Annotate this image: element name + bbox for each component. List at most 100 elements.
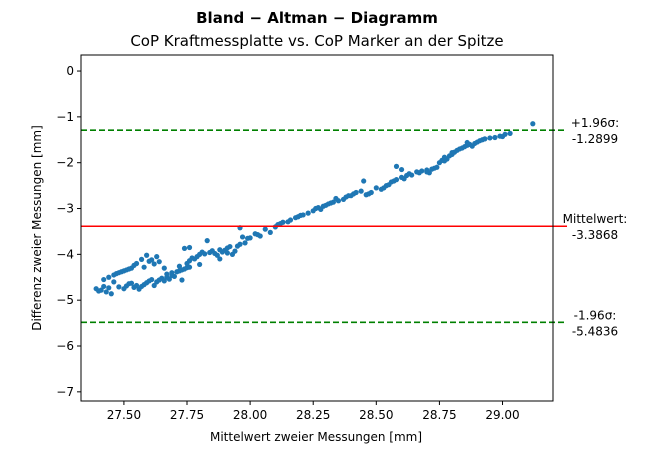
reference-label-mean-value: -3.3868 [572, 228, 618, 242]
data-point [232, 248, 238, 254]
data-point [424, 169, 430, 175]
data-point [393, 163, 400, 169]
data-point [434, 164, 440, 170]
data-point [108, 291, 114, 297]
data-point [98, 287, 104, 293]
data-point [333, 195, 339, 202]
data-point [161, 265, 167, 271]
y-tick-label: −3 [56, 202, 74, 216]
y-tick-label: −2 [56, 156, 74, 170]
data-point [482, 136, 488, 142]
data-point [287, 217, 294, 223]
x-tick-label: 28.50 [359, 408, 393, 422]
data-point [128, 280, 135, 286]
y-tick-label: 0 [66, 64, 74, 78]
data-point [164, 271, 170, 277]
data-point [197, 261, 203, 268]
data-point [166, 276, 172, 282]
data-point [217, 256, 223, 262]
data-point [186, 264, 193, 270]
y-tick-label: −5 [56, 293, 74, 307]
data-point [361, 178, 367, 184]
data-point [202, 251, 208, 257]
data-point [305, 210, 311, 216]
data-point [217, 247, 223, 253]
data-point [227, 243, 233, 250]
data-point [368, 189, 374, 196]
data-point [103, 289, 109, 295]
x-tick-label: 27.75 [170, 408, 204, 422]
data-point [262, 226, 268, 232]
data-point [419, 168, 425, 174]
data-point [492, 134, 498, 141]
reference-label-lower_loa-value: -5.4836 [572, 324, 618, 338]
data-point [530, 121, 536, 127]
x-tick-label: 28.00 [233, 408, 267, 422]
x-tick-label: 28.25 [296, 408, 330, 422]
data-points [93, 121, 536, 297]
data-point [171, 273, 177, 279]
data-point [186, 244, 193, 251]
data-point [373, 185, 379, 191]
data-point [179, 277, 185, 283]
data-point [224, 250, 230, 256]
data-point [300, 212, 306, 218]
data-point [242, 240, 248, 246]
data-point [176, 263, 183, 269]
data-point [141, 264, 147, 270]
y-axis-label: Differenz zweier Messungen [mm] [30, 125, 44, 331]
data-point [247, 235, 253, 241]
y-tick-label: −4 [56, 247, 74, 261]
data-point [156, 259, 162, 265]
data-point [133, 282, 140, 289]
data-point [169, 270, 175, 276]
chart-title: Bland − Altman − Diagramm [196, 9, 438, 27]
data-point [106, 274, 112, 280]
chart-subtitle: CoP Kraftmessplatte vs. CoP Marker an de… [130, 32, 503, 50]
data-point [214, 252, 220, 258]
reference-label-upper_loa-value: -1.2899 [572, 132, 618, 146]
axes-frame [80, 54, 554, 402]
data-point [111, 279, 117, 285]
data-point [398, 166, 405, 173]
data-point [409, 172, 415, 178]
data-point [441, 154, 448, 160]
data-point [144, 252, 150, 258]
data-point [330, 199, 337, 205]
data-point [381, 185, 387, 191]
data-point [507, 130, 513, 136]
y-tick-label: −6 [56, 339, 74, 353]
data-point [267, 229, 273, 235]
x-axis-label: Mittelwert zweier Messungen [mm] [210, 430, 422, 444]
data-point [151, 282, 157, 289]
data-point [101, 283, 107, 290]
data-point [502, 131, 508, 137]
data-point [101, 276, 107, 283]
data-point [237, 241, 243, 247]
data-point [197, 251, 203, 257]
data-point [239, 234, 246, 240]
reference-label-mean-title: Mittelwert: [563, 212, 628, 226]
data-point [181, 245, 188, 251]
x-tick-label: 27.50 [107, 408, 141, 422]
data-point [204, 238, 210, 244]
data-point [487, 135, 493, 141]
plot-area: +1.96σ: -1.2899 Mittelwert: -3.3868 -1.96σ: -… [56, 54, 628, 422]
data-point [464, 139, 470, 146]
data-point [257, 233, 263, 239]
y-tick-label: −7 [56, 385, 74, 399]
data-point [138, 256, 145, 262]
y-tick-label: −1 [56, 110, 74, 124]
data-point [161, 278, 167, 284]
data-point [151, 261, 157, 267]
data-point [358, 188, 364, 194]
data-point [106, 285, 112, 291]
data-point [154, 254, 160, 260]
data-point [126, 266, 132, 272]
data-point [133, 260, 140, 267]
reference-label-lower_loa-title: -1.96σ: [574, 308, 617, 322]
data-point [393, 177, 400, 183]
x-tick-label: 29.00 [485, 408, 519, 422]
data-point [149, 276, 155, 283]
